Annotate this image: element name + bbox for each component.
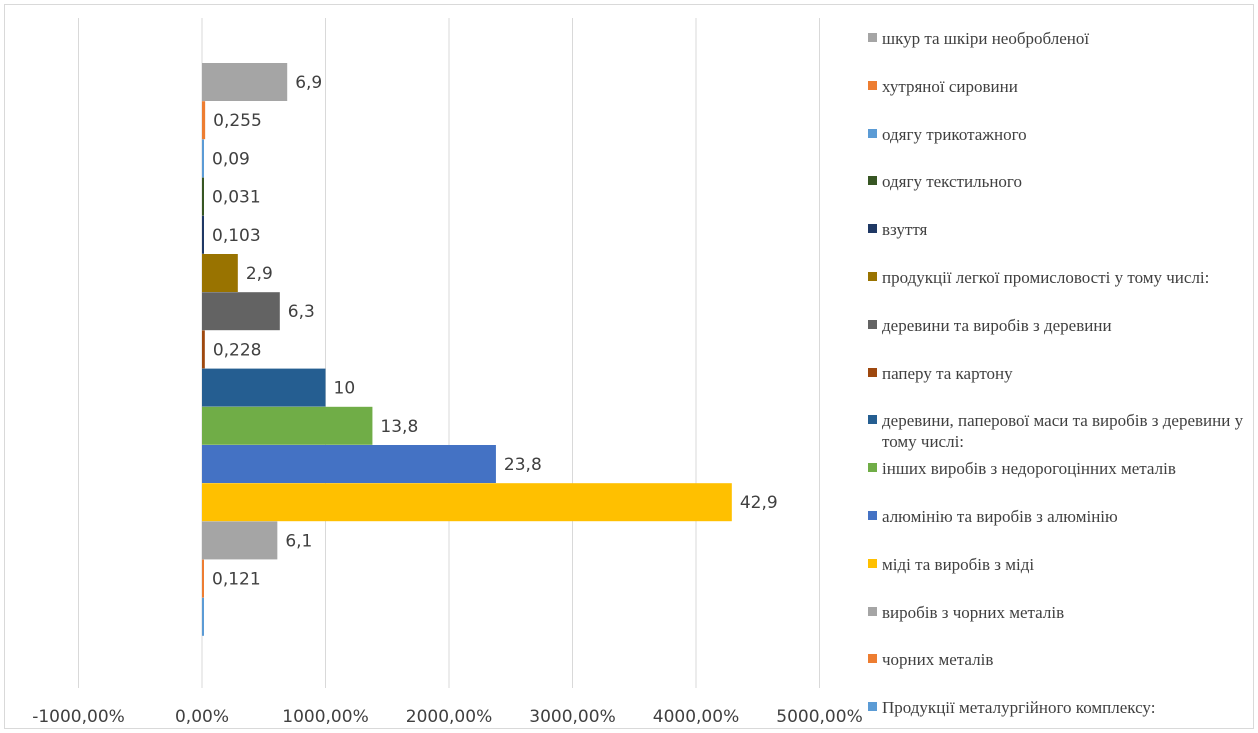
legend-label: взуття [882, 220, 928, 240]
legend-label: Продукції металургійного комплексу: [882, 698, 1156, 718]
legend-swatch [868, 606, 877, 616]
legend-swatch [868, 511, 877, 520]
legend-label: паперу та картону [882, 363, 1013, 383]
data-label: 0,121 [212, 570, 261, 590]
bars [202, 63, 732, 636]
legend-item: деревини та виробів з деревини [868, 315, 1248, 336]
data-label: 10 [334, 379, 356, 399]
legend-swatch [868, 272, 877, 281]
legend-item: продукції легкої промисловості у тому чи… [868, 267, 1248, 288]
bar [202, 483, 732, 522]
bar [202, 521, 278, 560]
legend-item: алюмінію та виробів з алюмінію [868, 506, 1248, 527]
legend-label: шкур та шкіри необробленої [882, 29, 1090, 48]
chart-frame [4, 4, 1254, 729]
data-label: 0,031 [212, 188, 261, 208]
legend-label: інших виробів з недорогоцінних металів [882, 459, 1176, 479]
bar [202, 101, 206, 140]
data-labels: 6,9 0,255 0,09 0,031 0,103 2,9 6,3 0,228 10 13,8 2… [212, 73, 778, 590]
legend-label: міді та виробів з міді [882, 554, 1035, 574]
data-label: 6,9 [295, 73, 322, 93]
data-label: 13,8 [380, 417, 418, 437]
bar [202, 368, 326, 407]
bar [202, 445, 496, 483]
legend-item: виробів з чорних металів [868, 602, 1248, 623]
legend-item: деревини, паперової маси та виробів з де… [868, 410, 1248, 452]
legend-label: одягу трикотажного [882, 124, 1027, 144]
legend-swatch [868, 558, 877, 568]
legend-swatch [868, 654, 877, 664]
data-label: 0,228 [213, 340, 262, 360]
legend-label: хутряної сировини [882, 76, 1018, 96]
x-axis-ticks: -1000,00% 0,00% 1000,00% 2000,00% 3000,00% 40… [32, 707, 863, 727]
data-label: 6,3 [288, 302, 315, 322]
legend-swatch [868, 702, 877, 712]
legend-swatch [868, 415, 877, 425]
legend-item: паперу та картону [868, 363, 1248, 384]
legend-item: хутряної сировини [868, 76, 1248, 97]
bar [202, 292, 280, 331]
data-label: 0,103 [212, 226, 261, 246]
legend-label: деревини, паперової маси та виробів з де… [882, 411, 1244, 452]
bar [202, 215, 204, 254]
bar [202, 330, 205, 369]
legend-swatch [868, 319, 877, 329]
data-label: 6,1 [285, 531, 312, 551]
legend-item: чорних металів [868, 649, 1248, 670]
legend-swatch [868, 367, 877, 377]
x-tick-label: 0,00% [175, 707, 229, 727]
x-tick-label: 2000,00% [406, 707, 492, 727]
legend-label: алюмінію та виробів з алюмінію [882, 507, 1118, 526]
legend-item: шкур та шкіри необробленої [868, 28, 1248, 49]
legend-label: виробів з чорних металів [882, 602, 1065, 622]
gridlines [78, 18, 820, 688]
legend-swatch [868, 224, 877, 234]
legend-item: інших виробів з недорогоцінних металів [868, 458, 1248, 479]
x-tick-label: 4000,00% [653, 707, 739, 727]
legend-swatch [868, 176, 877, 186]
x-tick-label: 1000,00% [282, 707, 368, 727]
legend: шкур та шкіри необробленої хутряної сиров… [868, 16, 1252, 724]
legend-swatch [868, 463, 877, 473]
legend-item: одягу текстильного [868, 171, 1248, 192]
data-label: 0,255 [213, 111, 262, 131]
legend-item: Продукції металургійного комплексу: [868, 697, 1248, 718]
x-tick-label: 3000,00% [529, 707, 615, 727]
legend-swatch [868, 80, 877, 90]
data-label: 23,8 [504, 455, 542, 475]
data-label: 42,9 [740, 493, 778, 513]
legend-label: продукції легкої промисловості у тому чи… [882, 268, 1210, 287]
legend-swatch [868, 33, 877, 42]
bar [202, 177, 204, 216]
legend-label: деревини та виробів з деревини [882, 315, 1112, 335]
x-tick-label: -1000,00% [32, 707, 125, 727]
data-label: 2,9 [246, 264, 273, 284]
data-label: 0,09 [212, 149, 250, 169]
legend-item: міді та виробів з міді [868, 554, 1248, 575]
x-tick-label: 5000,00% [776, 707, 862, 727]
legend-swatch [868, 128, 877, 138]
bar [202, 559, 204, 598]
bar [202, 139, 204, 178]
legend-label: одягу текстильного [882, 172, 1022, 192]
legend-item: взуття [868, 219, 1248, 240]
bar [202, 406, 373, 445]
bar [202, 254, 238, 292]
legend-label: чорних металів [882, 650, 994, 670]
bar [202, 597, 204, 636]
legend-item: одягу трикотажного [868, 124, 1248, 145]
bar [202, 63, 288, 101]
